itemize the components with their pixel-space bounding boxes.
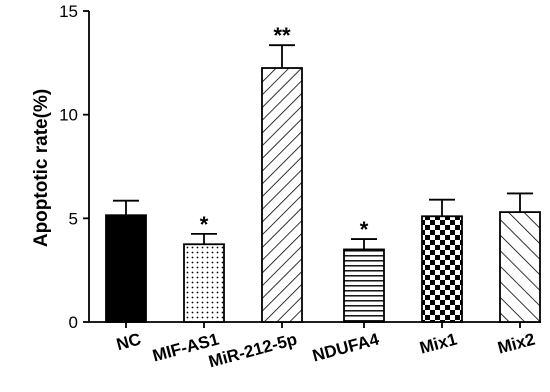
x-tick-label: NDUFA4: [310, 329, 381, 365]
x-tick-label: NC: [114, 330, 143, 355]
y-tick-label: 5: [69, 209, 78, 228]
significance-marker: *: [200, 212, 209, 237]
bar-Mix2: [499, 211, 541, 323]
y-tick-label: 0: [69, 313, 78, 332]
y-axis-label: Apoptotic rate(%): [31, 89, 52, 247]
bar-NDUFA4: [343, 248, 385, 323]
x-tick-label: Mix1: [418, 330, 459, 358]
y-tick-label: 10: [59, 106, 78, 125]
bar-MIF-AS1: [183, 243, 225, 323]
significance-marker: *: [360, 217, 369, 242]
significance-marker: **: [273, 23, 291, 48]
axes: 0 5 10 15: [59, 2, 541, 332]
bar-MiR-212-5p: [261, 67, 303, 323]
bar-NC: [105, 214, 147, 323]
x-tick-label: Mix2: [496, 330, 537, 358]
y-tick-label: 15: [59, 2, 78, 21]
x-tick-label: MiR-212-5p: [207, 330, 300, 372]
bars: ****: [105, 23, 541, 323]
bar-Mix1: [421, 215, 463, 323]
